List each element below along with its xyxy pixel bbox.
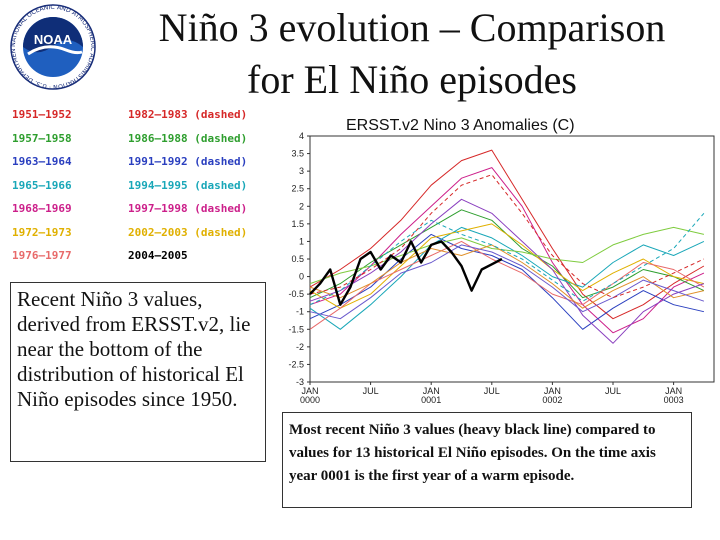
x-tick-label: JUL (484, 386, 500, 396)
y-tick-label: -3 (296, 377, 304, 387)
series-line (309, 198, 705, 344)
y-tick-label: 0 (299, 272, 304, 282)
y-tick-label: -2.5 (288, 359, 304, 369)
y-tick-label: 3 (299, 166, 304, 176)
y-tick-label: -1.5 (288, 324, 304, 334)
x-tick-label: JUL (605, 386, 621, 396)
legend-entry: 2004–2005 (128, 249, 188, 262)
page-title: Niño 3 evolution – Comparison for El Niñ… (104, 2, 720, 106)
y-tick-label: -1 (296, 307, 304, 317)
legend-entry: 1991–1992 (dashed) (128, 155, 248, 168)
y-tick-label: -2 (296, 342, 304, 352)
series-line (309, 233, 705, 330)
series-line (309, 240, 705, 330)
series-line (309, 226, 705, 285)
legend-entry: 1951–1952 (12, 108, 72, 121)
chart-legend: 1951–1952 1957–1958 1963–1964 1965–1966 1968… (12, 108, 287, 268)
legend-entry: 1982–1983 (dashed) (128, 108, 248, 121)
y-tick-label: 0.5 (291, 254, 304, 264)
title-line-2: for El Niño episodes (247, 57, 577, 102)
legend-entry: 1976–1977 (12, 249, 72, 262)
series-line (309, 174, 705, 299)
noaa-logo: NATIONAL OCEANIC AND ATMOSPHERIC ADMINIS… (6, 4, 96, 90)
x-tick-label: JAN 0000 (300, 386, 320, 405)
series-line (309, 244, 705, 309)
series-line (309, 226, 705, 330)
nino3-anomaly-chart: ERSST.v2 Nino 3 Anomalies (C) 4 3.5 3 2.5 2 1… (288, 117, 715, 405)
series-line-2004-2005 (309, 240, 503, 306)
y-tick-label: -0.5 (288, 289, 304, 299)
y-tick-label: 1.5 (291, 219, 304, 229)
y-tick-label: 2 (299, 201, 304, 211)
legend-entry: 2002–2003 (dashed) (128, 225, 248, 239)
legend-entry: 1968–1969 (12, 202, 72, 215)
plot-frame (309, 135, 715, 383)
chart-title: ERSST.v2 Nino 3 Anomalies (C) (346, 117, 575, 134)
series-line (309, 223, 705, 309)
legend-entry: 1963–1964 (12, 155, 72, 168)
legend-entry: 1965–1966 (12, 178, 72, 192)
x-tick-label: JUL (363, 386, 379, 396)
title-line-1: Niño 3 evolution – Comparison (158, 5, 666, 50)
x-tick-label: JAN 0003 (664, 386, 684, 405)
chart-caption: Most recent Niño 3 values (heavy black l… (282, 412, 692, 508)
y-tick-label: 3.5 (291, 149, 304, 159)
y-tick-label: 2.5 (291, 184, 304, 194)
x-tick-label: JAN 0002 (542, 386, 562, 405)
series-line (309, 244, 705, 320)
series-line (309, 149, 705, 320)
description-textbox: Recent Niño 3 values, derived from ERSST… (10, 282, 266, 462)
x-tick-label: JAN 0001 (421, 386, 441, 405)
logo-text: NOAA (34, 32, 73, 47)
y-tick-label: 4 (299, 131, 304, 141)
legend-entry: 1957–1958 (12, 131, 72, 145)
legend-entry: 1972–1973 (12, 225, 72, 239)
y-tick-label: 1 (299, 236, 304, 246)
legend-entry: 1994–1995 (dashed) (128, 178, 248, 192)
legend-entry: 1986–1988 (dashed) (128, 131, 248, 145)
legend-entry: 1997–1998 (dashed) (128, 202, 248, 215)
